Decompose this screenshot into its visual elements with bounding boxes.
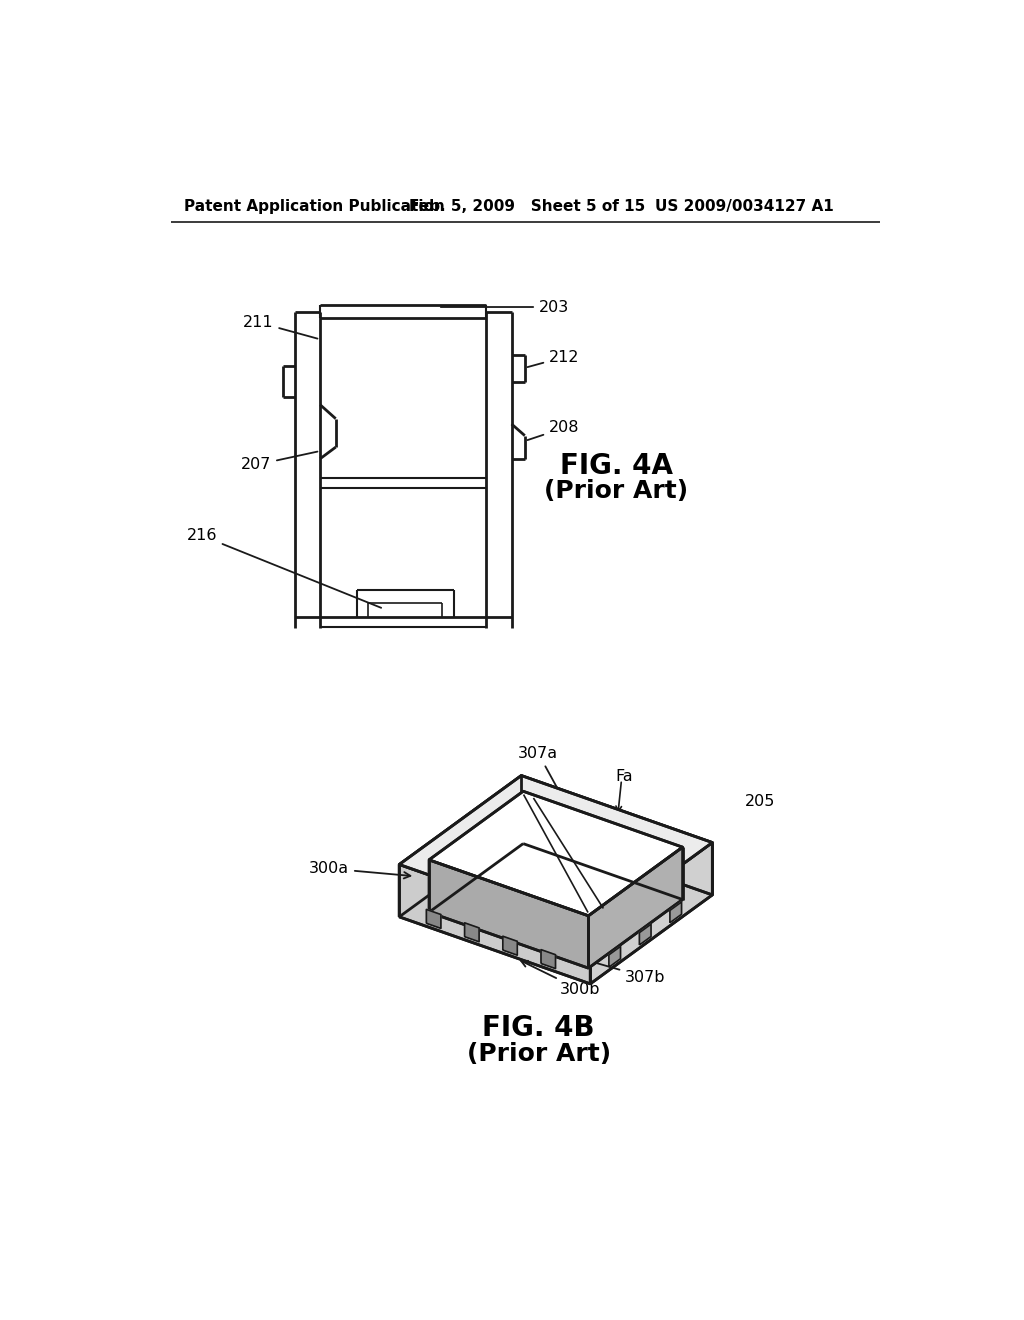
Text: FIG. 4A: FIG. 4A xyxy=(560,453,673,480)
Text: 207: 207 xyxy=(241,451,317,473)
Text: Fb: Fb xyxy=(659,895,680,911)
Text: 307a: 307a xyxy=(518,746,560,793)
Polygon shape xyxy=(426,909,441,928)
Text: 307b: 307b xyxy=(582,958,666,985)
Text: 203: 203 xyxy=(440,300,569,314)
Polygon shape xyxy=(399,776,713,932)
Polygon shape xyxy=(465,923,479,941)
Text: 203: 203 xyxy=(475,807,546,843)
Text: (Prior Art): (Prior Art) xyxy=(467,1041,610,1067)
Text: Fa: Fa xyxy=(615,770,633,784)
Polygon shape xyxy=(670,902,682,923)
Text: 300b: 300b xyxy=(521,961,600,997)
Text: 300a: 300a xyxy=(309,861,411,878)
Text: (Prior Art): (Prior Art) xyxy=(544,479,688,503)
Polygon shape xyxy=(590,842,713,983)
Text: 208: 208 xyxy=(527,420,580,440)
Polygon shape xyxy=(503,936,517,956)
Polygon shape xyxy=(639,924,651,945)
Polygon shape xyxy=(429,791,683,916)
Text: FIG. 4B: FIG. 4B xyxy=(482,1015,595,1043)
Text: 205: 205 xyxy=(744,793,775,809)
Text: Feb. 5, 2009   Sheet 5 of 15: Feb. 5, 2009 Sheet 5 of 15 xyxy=(410,198,645,214)
Polygon shape xyxy=(521,776,713,895)
Polygon shape xyxy=(399,776,521,917)
Polygon shape xyxy=(399,865,590,983)
Polygon shape xyxy=(429,859,589,968)
Text: 211: 211 xyxy=(243,315,317,339)
Polygon shape xyxy=(589,847,683,968)
Text: 216: 216 xyxy=(186,528,381,607)
Text: US 2009/0034127 A1: US 2009/0034127 A1 xyxy=(655,198,834,214)
Polygon shape xyxy=(609,946,621,968)
Text: 212: 212 xyxy=(527,350,580,367)
Text: Patent Application Publication: Patent Application Publication xyxy=(183,198,444,214)
Polygon shape xyxy=(541,949,555,969)
